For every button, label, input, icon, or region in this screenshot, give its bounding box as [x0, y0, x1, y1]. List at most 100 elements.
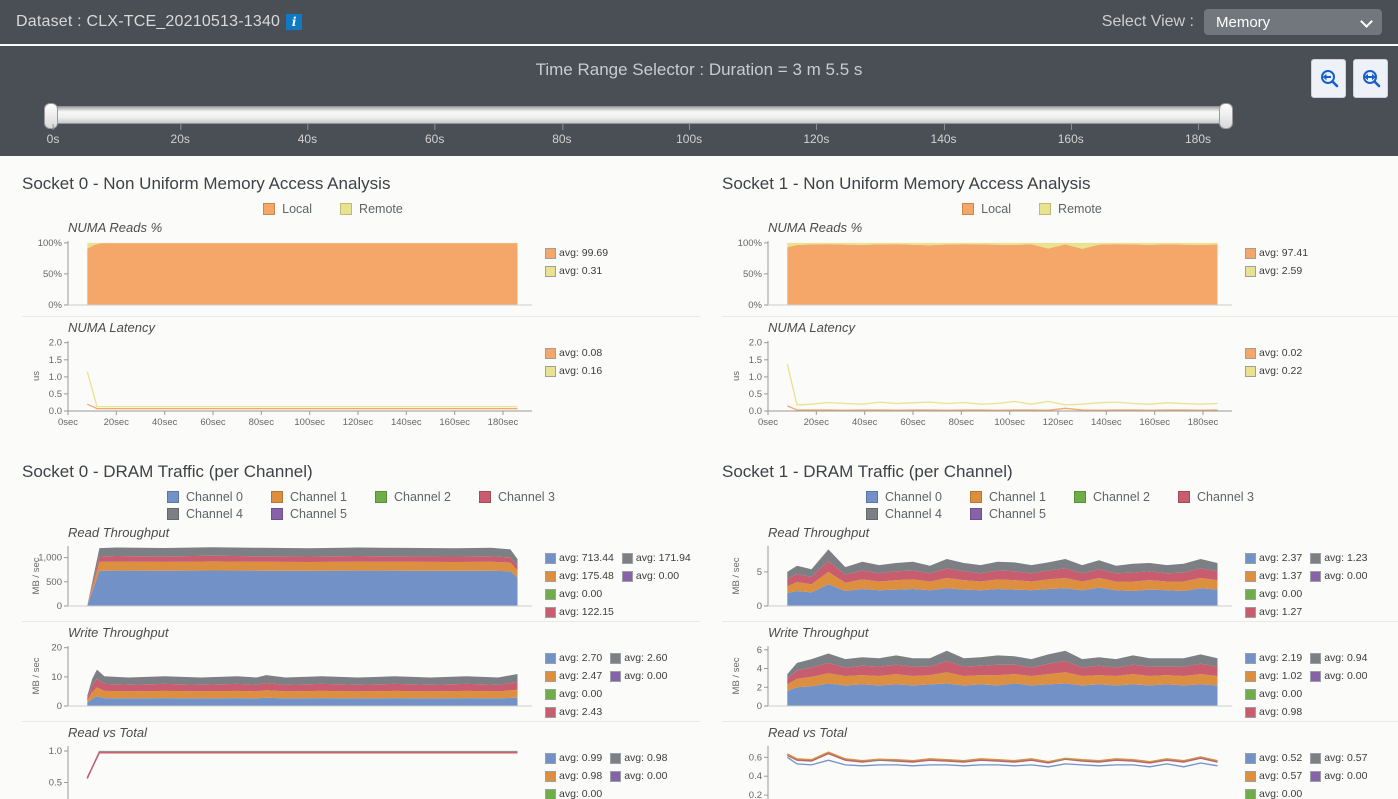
avg-legend-item: avg: 0.57	[1245, 767, 1302, 785]
numa-reads-chart[interactable]: 0%50%100%	[722, 236, 1237, 310]
avg-value: avg: 2.19	[1259, 652, 1302, 664]
panel-title: Socket 0 - DRAM Traffic (per Channel)	[22, 462, 700, 482]
series-color-swatch	[545, 553, 556, 564]
legend-label: Channel 2	[394, 490, 451, 504]
chart-legend: Local Remote	[22, 202, 700, 216]
legend-label: Channel 1	[989, 490, 1046, 504]
legend-color-swatch	[970, 491, 982, 503]
time-range-slider[interactable]	[45, 106, 1232, 124]
chart-block-read-vs-total: Read vs Total 0.00.51.00sec20sec40sec60s…	[22, 725, 700, 799]
chart-subtitle: Write Throughput	[68, 625, 700, 640]
slider-tick-labels: 0s20s40s60s80s100s120s140s160s180s	[53, 132, 1198, 148]
write-throughput-chart[interactable]: 01020MB / sec	[22, 641, 537, 711]
svg-text:160sec: 160sec	[439, 417, 470, 428]
legend-item: Channel 3	[479, 490, 555, 504]
series-color-swatch	[545, 789, 556, 799]
svg-text:0sec: 0sec	[758, 417, 778, 428]
slider-tick-label: 40s	[298, 132, 317, 146]
read-throughput-chart[interactable]: 05MB / sec	[722, 541, 1237, 611]
avg-value: avg: 0.00	[1259, 788, 1302, 799]
legend-item: Channel 0	[866, 490, 942, 504]
numa-latency-chart[interactable]: 0.00.51.01.52.00sec20sec40sec60sec80sec1…	[722, 336, 1237, 432]
avg-value: avg: 0.57	[1324, 752, 1367, 764]
read-vs-total-chart[interactable]: 0.00.51.00sec20sec40sec60sec80sec100sec1…	[22, 741, 537, 799]
chart-subtitle: NUMA Reads %	[68, 220, 700, 235]
svg-text:140sec: 140sec	[1091, 417, 1122, 428]
avg-legend-item: avg: 2.59	[1245, 262, 1308, 280]
series-color-swatch	[1310, 671, 1321, 682]
series-color-swatch	[1310, 571, 1321, 582]
avg-legend-item: avg: 2.70	[545, 649, 602, 667]
avg-value: avg: 0.08	[559, 347, 602, 359]
legend-color-swatch	[263, 203, 275, 215]
avg-value: avg: 0.16	[559, 365, 602, 377]
select-view-label: Select View :	[1102, 13, 1194, 31]
svg-text:MB / sec: MB / sec	[731, 557, 742, 594]
numa-reads-chart[interactable]: 0%50%100%	[22, 236, 537, 310]
avg-legend: avg: 0.52 avg: 0.57 avg: 0.00 avg: 0.56	[1245, 749, 1367, 799]
avg-value: avg: 0.31	[559, 265, 602, 277]
chart-block-read-vs-total: Read vs Total 0.00.20.40.60sec20sec40sec…	[722, 725, 1398, 799]
legend-color-swatch	[479, 491, 491, 503]
svg-text:60sec: 60sec	[200, 417, 226, 428]
info-icon[interactable]: i	[286, 14, 302, 30]
slider-tick-label: 60s	[425, 132, 444, 146]
avg-legend-item: avg: 2.43	[545, 703, 602, 721]
write-throughput-chart[interactable]: 0246MB / sec	[722, 641, 1237, 711]
legend-item: Channel 4	[167, 507, 243, 521]
legend-color-swatch	[1178, 491, 1190, 503]
avg-legend: avg: 2.70 avg: 2.47 avg: 0.00 avg: 2.43	[545, 649, 667, 721]
legend-label: Channel 4	[186, 507, 243, 521]
view-select[interactable]: Memory	[1204, 9, 1382, 35]
avg-value: avg: 0.00	[1324, 670, 1367, 682]
series-color-swatch	[1245, 707, 1256, 718]
zoom-reset-icon	[1360, 68, 1382, 90]
svg-text:0: 0	[57, 601, 62, 611]
svg-text:20: 20	[51, 643, 62, 654]
legend-label: Channel 4	[885, 507, 942, 521]
svg-text:1.0: 1.0	[49, 372, 62, 383]
svg-text:0: 0	[757, 601, 762, 611]
svg-text:us: us	[31, 371, 42, 381]
legend-item: Channel 4	[866, 507, 942, 521]
panel-title: Socket 0 - Non Uniform Memory Access Ana…	[22, 174, 700, 194]
svg-text:160sec: 160sec	[1139, 417, 1170, 428]
avg-legend: avg: 97.41 avg: 2.59	[1245, 244, 1316, 316]
avg-legend-item: avg: 0.99	[545, 749, 602, 767]
svg-text:80sec: 80sec	[949, 417, 975, 428]
slider-handle-right[interactable]	[1219, 103, 1233, 129]
zoom-reset-button[interactable]	[1353, 59, 1388, 98]
legend-color-swatch	[271, 508, 283, 520]
avg-value: avg: 0.99	[559, 752, 602, 764]
avg-value: avg: 0.98	[559, 770, 602, 782]
legend-label: Channel 3	[1197, 490, 1254, 504]
chart-subtitle: NUMA Latency	[768, 320, 1398, 335]
zoom-back-button[interactable]	[1311, 59, 1346, 98]
series-color-swatch	[1310, 553, 1321, 564]
legend-item: Channel 5	[970, 507, 1046, 521]
legend-label: Channel 0	[885, 490, 942, 504]
avg-value: avg: 122.15	[559, 606, 614, 618]
series-color-swatch	[610, 653, 621, 664]
avg-value: avg: 0.00	[1259, 688, 1302, 700]
avg-legend: avg: 2.37 avg: 1.37 avg: 0.00 avg: 1.27	[1245, 549, 1367, 621]
slider-tick-label: 100s	[676, 132, 702, 146]
legend-item: Channel 3	[1178, 490, 1254, 504]
numa-latency-chart[interactable]: 0.00.51.01.52.00sec20sec40sec60sec80sec1…	[22, 336, 537, 432]
avg-legend-item: avg: 0.00	[1310, 567, 1367, 585]
legend-item: Local	[962, 202, 1011, 216]
panel-title: Socket 1 - Non Uniform Memory Access Ana…	[722, 174, 1398, 194]
slider-handle-left[interactable]	[44, 103, 58, 129]
svg-text:100%: 100%	[738, 238, 763, 249]
chart-legend: Channel 0 Channel 1 Channel 2 Channel 3 …	[722, 490, 1398, 521]
avg-value: avg: 0.52	[1259, 752, 1302, 764]
slider-tick-label: 80s	[552, 132, 571, 146]
series-color-swatch	[545, 689, 556, 700]
chart-subtitle: NUMA Latency	[68, 320, 700, 335]
avg-value: avg: 0.00	[559, 588, 602, 600]
series-color-swatch	[1245, 689, 1256, 700]
read-vs-total-chart[interactable]: 0.00.20.40.60sec20sec40sec60sec80sec100s…	[722, 741, 1237, 799]
svg-text:0sec: 0sec	[58, 417, 78, 428]
read-throughput-chart[interactable]: 05001,000MB / sec	[22, 541, 537, 611]
avg-legend-item: avg: 0.98	[610, 749, 667, 767]
